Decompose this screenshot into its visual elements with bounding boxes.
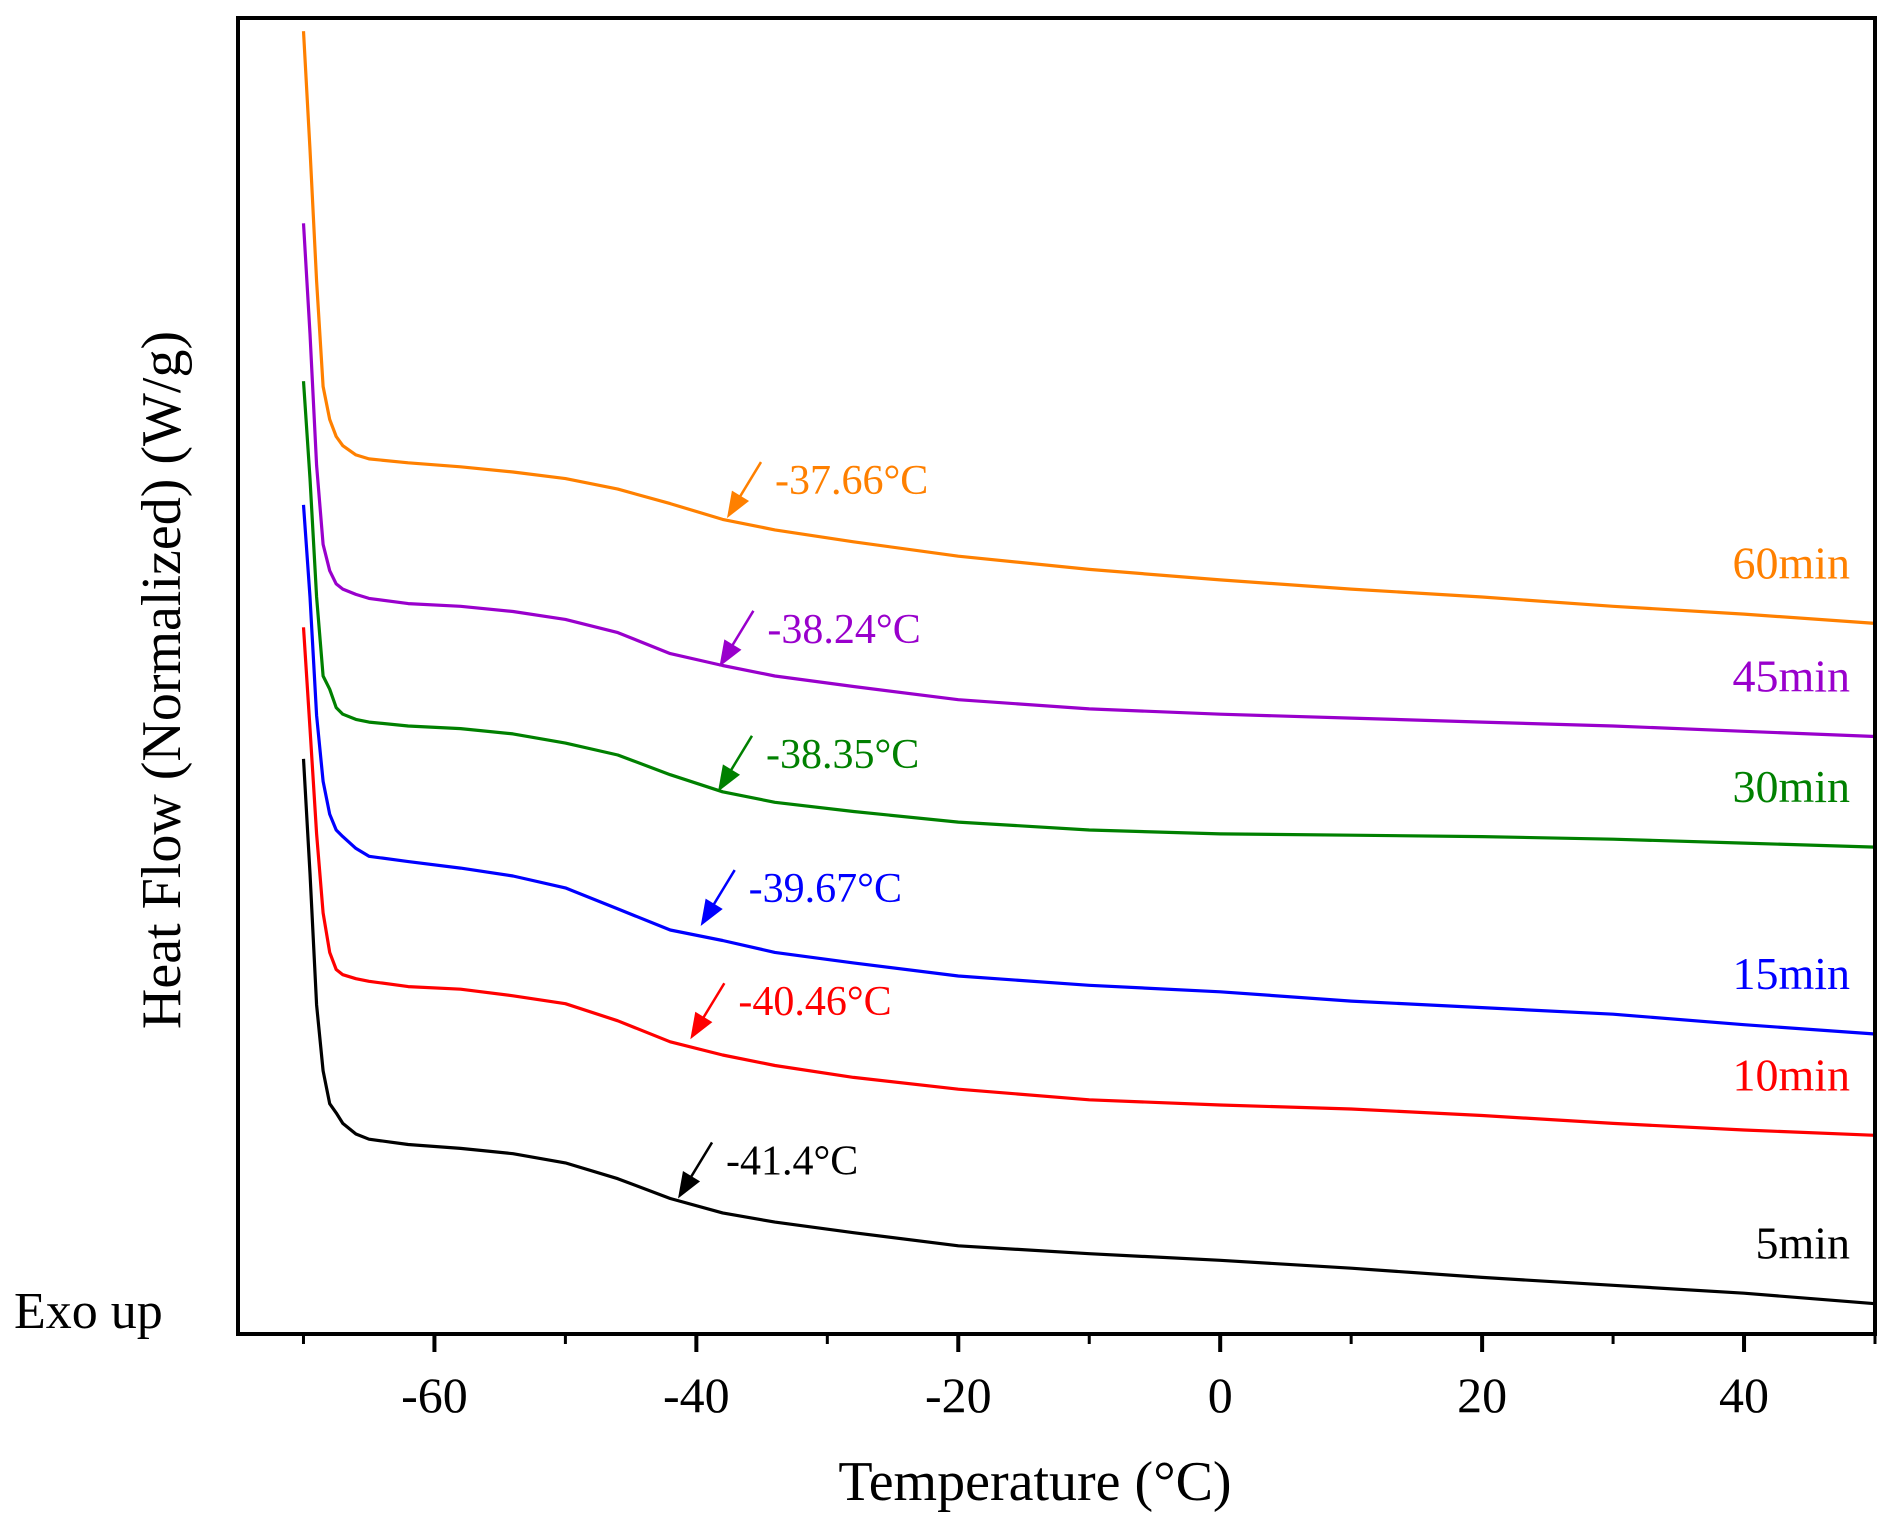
series-label-60min: 60min [1732, 537, 1850, 588]
tg-arrow-head-60min [727, 490, 750, 519]
plot-frame [236, 16, 1877, 1336]
tg-arrow-head-5min [678, 1171, 701, 1199]
tg-arrow-head-45min [719, 639, 742, 667]
tg-label-10min: -40.46°C [738, 979, 891, 1025]
tg-label-5min: -41.4°C [726, 1138, 858, 1184]
x-tick-label: -20 [925, 1367, 992, 1423]
curve-15min [301, 504, 1876, 1036]
series-labels-layer: -41.4°C 5min -40.46°C 10min -39.67°C 15min -38… [726, 458, 1850, 1269]
curve-5min [301, 758, 1876, 1306]
series-label-10min: 10min [1732, 1049, 1850, 1100]
tg-arrow-head-10min [690, 1011, 713, 1040]
tg-arrow-head-15min [700, 898, 723, 927]
series-label-5min: 5min [1755, 1218, 1850, 1269]
series-label-30min: 30min [1732, 761, 1850, 812]
x-tick-label: 40 [1719, 1367, 1769, 1423]
curves-layer [301, 31, 1876, 1306]
tg-arrow-head-30min [717, 764, 741, 792]
x-tick-label: -40 [663, 1367, 730, 1423]
x-axis-title: Temperature (°C) [838, 1451, 1231, 1513]
tg-label-15min: -39.67°C [749, 866, 902, 912]
curve-45min [301, 223, 1876, 739]
x-tick-label: -60 [401, 1367, 468, 1423]
x-tick-label: 20 [1457, 1367, 1507, 1423]
series-label-45min: 45min [1732, 651, 1850, 702]
series-label-15min: 15min [1732, 948, 1850, 999]
x-axis-ticks: -60 -40 -20 0 20 40 [301, 1334, 1877, 1423]
y-axis-title: Heat Flow (Normalized) (W/g) [131, 331, 193, 1029]
tg-label-60min: -37.66°C [775, 458, 928, 504]
curve-30min [301, 381, 1876, 849]
exo-up-note: Exo up [14, 1283, 163, 1340]
tg-label-30min: -38.35°C [766, 732, 919, 778]
tg-arrows-layer [678, 461, 763, 1199]
curve-10min [301, 627, 1876, 1137]
curve-60min [301, 31, 1876, 625]
x-tick-label: 0 [1208, 1367, 1233, 1423]
tg-label-45min: -38.24°C [767, 607, 920, 653]
